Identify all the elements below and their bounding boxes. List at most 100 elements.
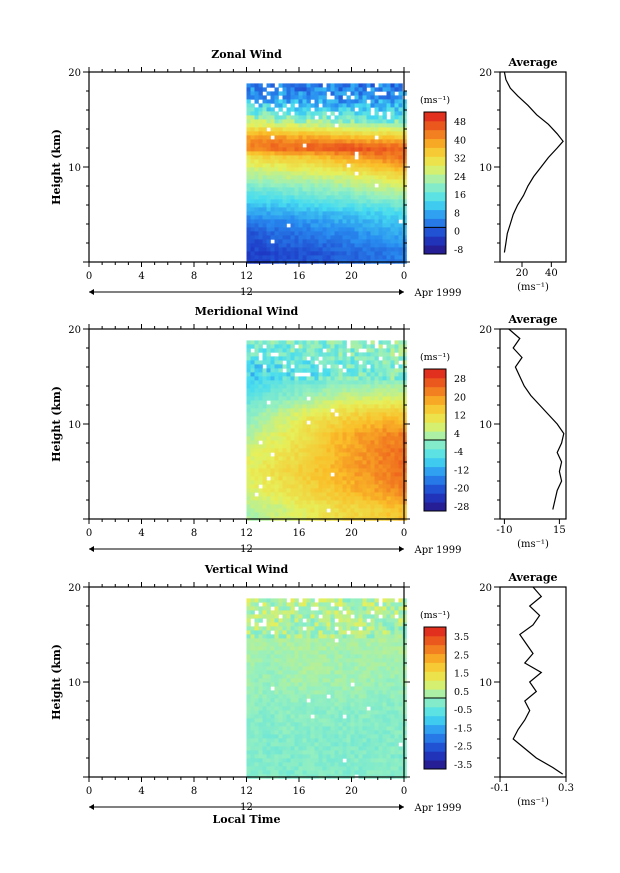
heatmap-cell [346, 159, 351, 164]
heatmap-cell [314, 614, 319, 619]
heatmap-cell [246, 235, 251, 240]
heatmap-cell [362, 646, 367, 651]
heatmap-cell [246, 416, 251, 421]
heatmap-cell [382, 392, 387, 397]
heatmap-cell [390, 147, 395, 152]
heatmap-cell [338, 714, 343, 719]
heatmap-cell [270, 211, 275, 216]
heatmap-cell [394, 187, 399, 192]
heatmap-cell [250, 95, 255, 100]
heatmap-cell [326, 662, 331, 667]
heatmap-cell [398, 356, 403, 361]
heatmap-cell [286, 239, 291, 244]
heatmap-cell [394, 384, 399, 389]
heatmap-cell [330, 440, 335, 445]
heatmap-cell [346, 464, 351, 469]
heatmap-cell [374, 670, 379, 675]
heatmap-cell [342, 199, 347, 204]
heatmap-cell [326, 231, 331, 236]
heatmap-cell [286, 95, 291, 100]
heatmap-cell [294, 452, 299, 457]
heatmap-cell [302, 251, 307, 256]
heatmap-cell [318, 508, 323, 513]
heatmap-cell [278, 255, 283, 260]
heatmap-cell [306, 650, 311, 655]
heatmap-cell [382, 638, 387, 643]
heatmap-cell [330, 456, 335, 461]
heatmap-cell [254, 340, 259, 345]
heatmap-cell [334, 239, 339, 244]
heatmap-cell [370, 670, 375, 675]
heatmap-cell [330, 219, 335, 224]
heatmap-cell [402, 674, 407, 679]
heatmap-cell [286, 243, 291, 248]
heatmap-cell [262, 215, 267, 220]
heatmap-cell [258, 111, 263, 116]
heatmap-cell [266, 610, 271, 615]
heatmap-cell [310, 702, 315, 707]
heatmap-cell [282, 484, 287, 489]
heatmap-cell [374, 464, 379, 469]
heatmap-cell [306, 452, 311, 457]
heatmap-cell [294, 674, 299, 679]
heatmap-cell [386, 610, 391, 615]
heatmap-cell [382, 694, 387, 699]
heatmap-cell [318, 348, 323, 353]
heatmap-cell [354, 187, 359, 192]
heatmap-cell [402, 484, 407, 489]
heatmap-cell [270, 123, 275, 128]
heatmap-cell [382, 714, 387, 719]
heatmap-cell [302, 500, 307, 505]
heatmap-cell [270, 384, 275, 389]
heatmap-cell [254, 710, 259, 715]
heatmap-cell [326, 622, 331, 627]
heatmap-cell [258, 155, 263, 160]
heatmap-cell [270, 159, 275, 164]
heatmap-cell [262, 408, 267, 413]
heatmap-cell [326, 356, 331, 361]
heatmap-cell [338, 235, 343, 240]
heatmap-cell [366, 654, 371, 659]
heatmap-cell [370, 159, 375, 164]
heatmap-cell [378, 650, 383, 655]
heatmap-cell [318, 436, 323, 441]
heatmap-cell [310, 638, 315, 643]
heatmap-cell [250, 171, 255, 176]
heatmap-cell [334, 682, 339, 687]
heatmap-cell [362, 231, 367, 236]
heatmap-cell [266, 135, 271, 140]
heatmap-cell [290, 384, 295, 389]
heatmap-cell [270, 376, 275, 381]
heatmap-cell [390, 199, 395, 204]
heatmap-cell [358, 686, 363, 691]
heatmap-cell [302, 602, 307, 607]
heatmap-cell [402, 614, 407, 619]
heatmap-cell [314, 207, 319, 212]
heatmap-cell [326, 710, 331, 715]
heatmap-cell [274, 440, 279, 445]
heatmap-cell [302, 456, 307, 461]
heatmap-cell [330, 460, 335, 465]
heatmap-cell [298, 488, 303, 493]
heatmap-cell [326, 119, 331, 124]
heatmap-cell [342, 392, 347, 397]
heatmap-cell [394, 686, 399, 691]
heatmap-cell [342, 119, 347, 124]
heatmap-cell [346, 235, 351, 240]
heatmap-cell [390, 412, 395, 417]
heatmap-cell [366, 191, 371, 196]
heatmap-cell [378, 460, 383, 465]
heatmap-cell [370, 678, 375, 683]
heatmap-cell [306, 83, 311, 88]
heatmap-cell [318, 468, 323, 473]
heatmap-cell [310, 706, 315, 711]
heatmap-cell [278, 702, 283, 707]
heatmap-cell [314, 706, 319, 711]
heatmap-cell [254, 119, 259, 124]
heatmap-cell [266, 714, 271, 719]
x-tick-label: 0 [401, 528, 407, 539]
heatmap-cell [358, 718, 363, 723]
heatmap-cell [318, 448, 323, 453]
heatmap-cell [254, 662, 259, 667]
heatmap-cell [374, 151, 379, 156]
